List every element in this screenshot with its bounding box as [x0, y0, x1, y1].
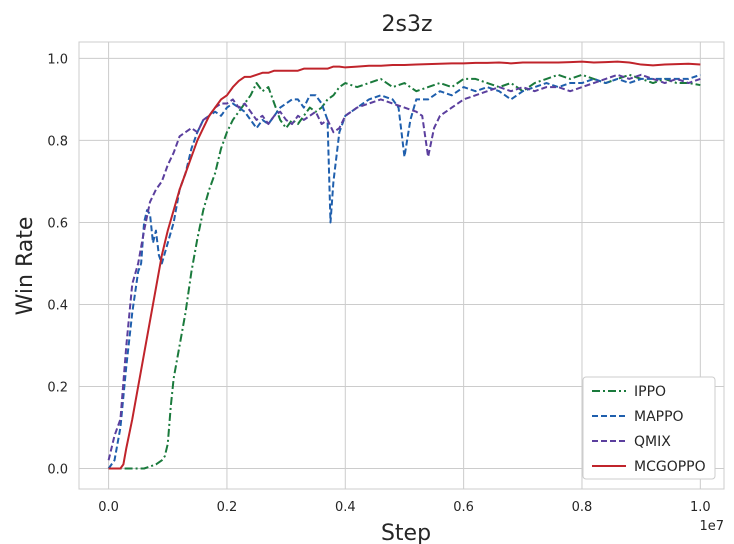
y-tick-label: 0.4 — [47, 298, 68, 313]
x-tick-label: 0.0 — [98, 500, 119, 515]
series-line-ippo — [108, 73, 701, 470]
chart-title: 2s3z — [381, 12, 432, 37]
x-axis-label: Step — [381, 521, 431, 544]
series-line-mcgoppo — [108, 60, 701, 470]
y-tick-label: 0.2 — [47, 380, 68, 395]
x-tick-label: 0.8 — [572, 500, 593, 515]
legend-box — [582, 376, 716, 480]
x-tick-label: 0.2 — [217, 500, 238, 515]
y-axis-label: Win Rate — [13, 217, 38, 316]
series-line-qmix — [107, 73, 701, 461]
legend-label-mappo: MAPPO — [634, 409, 684, 425]
legend-label-qmix: QMIX — [634, 434, 671, 450]
x-tick-labels: 0.0 0.2 0.4 0.6 0.8 1.0 — [98, 500, 710, 515]
legend-label-mcgoppo: MCGOPPO — [634, 459, 706, 475]
y-tick-label: 1.0 — [47, 52, 68, 67]
x-tick-label: 0.4 — [335, 500, 356, 515]
series-lines — [107, 60, 701, 470]
y-tick-labels: 0.0 0.2 0.4 0.6 0.8 1.0 — [47, 52, 68, 477]
x-offset-label: 1e7 — [699, 519, 724, 534]
legend: IPPO MAPPO QMIX MCGOPPO — [582, 376, 716, 480]
y-tick-label: 0.0 — [47, 462, 68, 477]
y-tick-label: 0.6 — [47, 216, 68, 231]
legend-label-ippo: IPPO — [634, 384, 666, 400]
x-tick-label: 1.0 — [690, 500, 711, 515]
x-tick-label: 0.6 — [453, 500, 474, 515]
y-tick-label: 0.8 — [47, 134, 68, 149]
